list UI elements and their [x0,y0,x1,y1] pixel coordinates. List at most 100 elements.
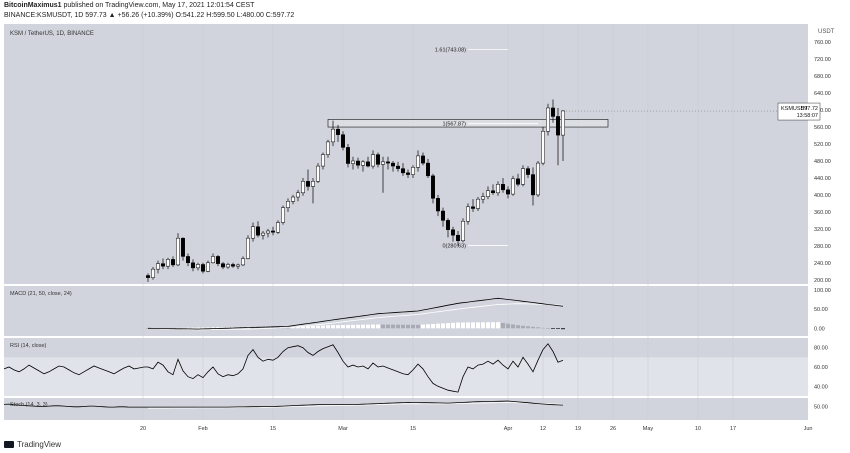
macd-histogram-bar [381,324,385,329]
last-price-value: 597.72 [801,106,818,112]
macd-histogram-bar [206,327,210,329]
candle-down [191,262,195,269]
macd-histogram-bar [301,326,305,329]
price-axis-tick: 640.00 [814,91,831,97]
macd-histogram-bar [466,322,470,329]
macd-histogram-bar [326,325,330,329]
macd-histogram-bar [211,327,215,329]
candle-up [276,222,280,233]
candle-up [371,154,375,167]
price-axis-tick: 520.00 [814,142,831,148]
price-pane-bg [4,24,808,284]
macd-histogram-bar [376,324,380,329]
last-price-box [777,102,821,121]
candle-up [361,161,365,166]
candle-down [451,229,455,236]
bar-countdown: 13:58:07 [797,113,818,119]
candle-down [391,162,395,167]
macd-histogram-bar [481,322,485,329]
candle-down [471,206,475,209]
author-name[interactable]: BitcoinMaximus1 [4,2,62,9]
time-axis-label: 26 [610,426,616,432]
macd-histogram-bar [471,322,475,329]
macd-histogram-bar [336,325,340,329]
macd-histogram-bar [436,323,440,329]
candle-up [331,128,335,143]
candle-up [466,206,470,222]
macd-histogram-bar [331,325,335,329]
macd-axis-tick: 50.00 [814,307,828,313]
candle-up [281,207,285,223]
stoch-pane-bg [4,398,808,420]
publish-date: published on TradingView.com, May 17, 20… [61,2,255,9]
macd-histogram-bar [356,324,360,329]
candle-up [496,184,500,194]
time-axis-label: Feb [198,426,207,432]
candle-down [441,210,445,221]
price-axis-tick: 200.00 [814,278,831,284]
price-axis-tick: 280.00 [814,244,831,250]
rsi-line [147,343,564,393]
candle-down [221,263,225,268]
macd-histogram-bar [191,327,195,329]
candle-down [446,220,450,230]
candle-down [181,237,185,257]
candle-up [236,264,240,267]
chart-title: KSM / TetherUS, 1D, BINANCE [10,31,94,37]
macd-histogram-bar [306,326,310,329]
price-axis-tick: 760.00 [814,40,831,46]
brand-name: TradingView [17,440,62,449]
macd-histogram-bar [371,324,375,329]
candle-down [421,155,425,164]
price-axis-tick: 720.00 [814,57,831,63]
tradingview-logo[interactable]: TradingView [4,440,61,449]
price-axis-bg [808,24,850,420]
macd-histogram-bar [506,323,510,329]
macd-histogram-bar [421,324,425,329]
chart-svg[interactable]: 200.00240.00280.00320.00360.00400.00440.… [0,24,850,438]
candle-up [561,110,565,136]
candle-down [516,178,520,185]
candle-up [251,226,255,239]
time-axis-label: May [643,426,654,432]
fib-label: 0(280.63) [442,244,466,250]
macd-histogram-bar [496,322,500,329]
candle-down [456,234,460,241]
candle-down [531,174,535,196]
candle-up [246,237,250,259]
candle-down [491,190,495,194]
macd-histogram-bar [486,322,490,329]
candle-up [301,181,305,194]
macd-axis-tick: 100.00 [814,288,831,294]
candle-down [271,230,275,233]
macd-histogram-bar [181,327,185,329]
candle-up [316,165,320,182]
macd-histogram-bar [266,326,270,329]
candle-up [261,232,265,236]
candle-up [266,230,270,234]
candle-up [476,198,480,209]
macd-histogram-bar [216,327,220,329]
macd-histogram-bar [221,327,225,329]
macd-histogram-bar [396,324,400,329]
chart-area[interactable]: 200.00 240.00 280.00 320.00 360.00 400.00 440.… [0,24,850,438]
macd-histogram-bar [346,324,350,329]
candle-up [546,107,550,132]
candle-up [321,154,325,167]
price-axis-tick: 360.00 [814,210,831,216]
candle-down [366,161,370,167]
macd-histogram-bar [311,325,315,329]
candle-down [376,154,380,165]
macd-axis-tick: 0.00 [814,326,825,332]
macd-histogram-bar [531,326,535,329]
macd-histogram-bar [426,324,430,329]
candle-up [226,264,230,268]
macd-histogram-bar [541,327,545,329]
macd-histogram-bar [401,324,405,329]
last-price-symbol: KSMUSDT [781,106,809,112]
candle-down [341,134,345,148]
publish-info: BitcoinMaximus1 published on TradingView… [4,2,254,9]
candle-down [431,175,435,199]
candle-up [481,196,485,200]
candle-down [256,226,260,236]
